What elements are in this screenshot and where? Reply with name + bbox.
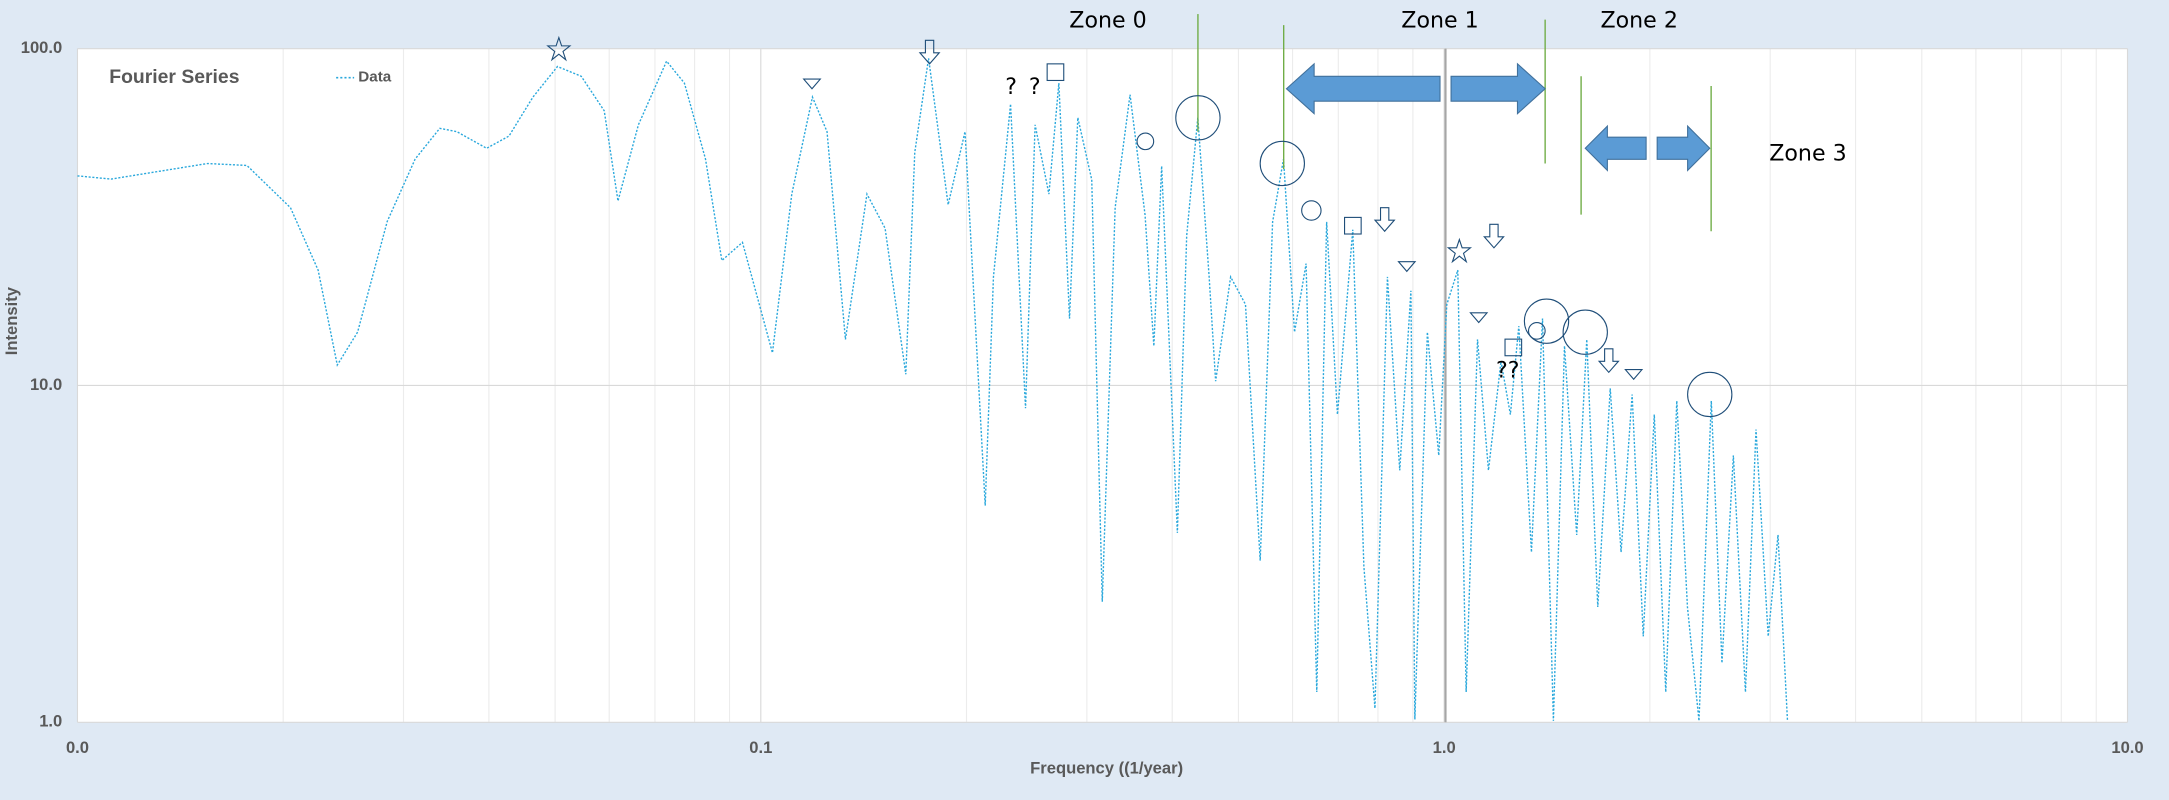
zone-arrow <box>1285 62 1441 115</box>
triangle-marker <box>1469 312 1489 324</box>
triangle-marker <box>1624 369 1644 381</box>
triangle-marker <box>802 78 822 90</box>
zone-arrow <box>1656 124 1711 172</box>
circle-marker <box>1301 200 1322 221</box>
circle-marker <box>1687 371 1733 418</box>
square-marker <box>1504 338 1523 357</box>
circle-marker <box>1136 132 1155 151</box>
down-arrow <box>1483 223 1505 249</box>
triangle-marker <box>1397 261 1417 273</box>
annotation: Zone 3 <box>1769 140 1846 166</box>
circle-marker <box>1527 321 1546 340</box>
circle-marker <box>1562 309 1608 355</box>
y-tick-label: 100.0 <box>21 38 63 57</box>
y-tick-label: 1.0 <box>39 712 62 731</box>
annotation: Zone 2 <box>1600 7 1677 33</box>
down-arrow <box>1597 348 1620 374</box>
down-arrow <box>918 39 941 65</box>
data-line <box>77 58 1789 721</box>
star-marker <box>1446 237 1473 264</box>
annotation: Zone 1 <box>1401 7 1478 33</box>
x-tick-label: 10.0 <box>2111 738 2143 757</box>
chart-title: Fourier Series <box>109 66 239 88</box>
x-tick-label: 0.1 <box>749 738 772 757</box>
plot <box>77 58 1789 721</box>
x-axis-label: Frequency ((1/year) <box>1030 759 1183 778</box>
zone-arrow <box>1584 124 1647 172</box>
square-marker <box>1046 63 1065 82</box>
annotation: ? <box>1029 74 1041 100</box>
down-arrow <box>1373 207 1396 233</box>
circle-marker <box>1175 95 1221 141</box>
x-tick-label: 1.0 <box>1433 738 1456 757</box>
square-marker <box>1344 216 1362 235</box>
star-marker <box>546 35 572 62</box>
y-tick-label: 10.0 <box>30 375 62 394</box>
annotation: Zone 0 <box>1069 7 1146 33</box>
circle-marker <box>1259 140 1305 187</box>
annotations: Zone 0 Zone 1 Zone 2 Zone 3 ? ? ?? <box>546 7 1847 418</box>
grid <box>76 48 2129 723</box>
legend-label: Data <box>358 69 391 86</box>
annotation: ?? <box>1496 357 1520 383</box>
y-axis-label: Intensity <box>2 286 21 355</box>
annotation: ? <box>1005 74 1017 100</box>
x-tick-label: 0.0 <box>66 738 89 757</box>
circle-marker <box>1523 298 1570 344</box>
zone-arrow <box>1450 62 1546 115</box>
